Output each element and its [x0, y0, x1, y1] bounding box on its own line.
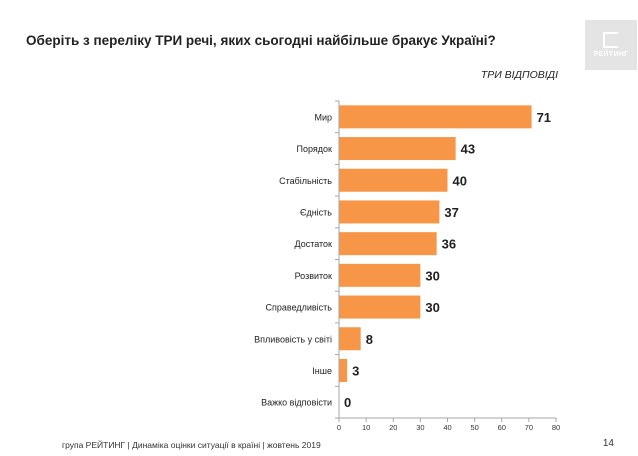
x-tick-label: 70 [525, 423, 533, 432]
x-tick-label: 30 [416, 423, 424, 432]
data-label: 43 [461, 142, 475, 157]
bar [339, 168, 448, 192]
bar [339, 263, 421, 287]
bar [339, 295, 421, 319]
category-label: Розвиток [295, 271, 332, 281]
rating-logo: РЕЙТИНГ [585, 20, 637, 70]
bar [339, 105, 532, 129]
category-label: Достаток [295, 239, 333, 249]
data-label: 36 [442, 237, 456, 252]
x-tick-label: 80 [552, 423, 560, 432]
bar [339, 137, 456, 161]
data-label: 8 [366, 332, 373, 347]
data-label: 37 [444, 205, 458, 220]
x-tick-label: 40 [443, 423, 451, 432]
page-number: 14 [602, 438, 614, 449]
page-title: Оберіть з переліку ТРИ речі, яких сьогод… [26, 33, 496, 48]
data-label: 0 [344, 395, 351, 410]
bar [339, 200, 440, 224]
bar [339, 358, 348, 382]
answers-note: ТРИ ВІДПОВІДІ [480, 69, 558, 81]
x-tick-label: 10 [362, 423, 370, 432]
bar [339, 327, 361, 351]
logo-mark-icon [603, 32, 619, 48]
category-label: Мир [314, 112, 332, 122]
footer-text: група РЕЙТИНГ | Динаміка оцінки ситуації… [62, 440, 321, 450]
x-tick-label: 0 [337, 423, 341, 432]
data-label: 30 [425, 268, 439, 283]
category-label: Стабільність [279, 176, 332, 186]
category-label: Порядок [297, 144, 333, 154]
category-label: Впливовість у світі [254, 334, 332, 344]
x-tick-label: 20 [389, 423, 397, 432]
category-label: Справедливість [266, 303, 333, 313]
data-label: 30 [425, 300, 439, 315]
category-label: Єдність [300, 207, 332, 217]
data-label: 3 [352, 363, 359, 378]
data-label: 40 [453, 173, 467, 188]
category-label: Важко відповісти [261, 398, 332, 408]
x-tick-label: 50 [470, 423, 478, 432]
bar [339, 232, 437, 256]
logo-text: РЕЙТИНГ [593, 51, 629, 58]
category-label: Інше [312, 366, 332, 376]
x-tick-label: 60 [498, 423, 506, 432]
data-label: 71 [537, 110, 551, 125]
